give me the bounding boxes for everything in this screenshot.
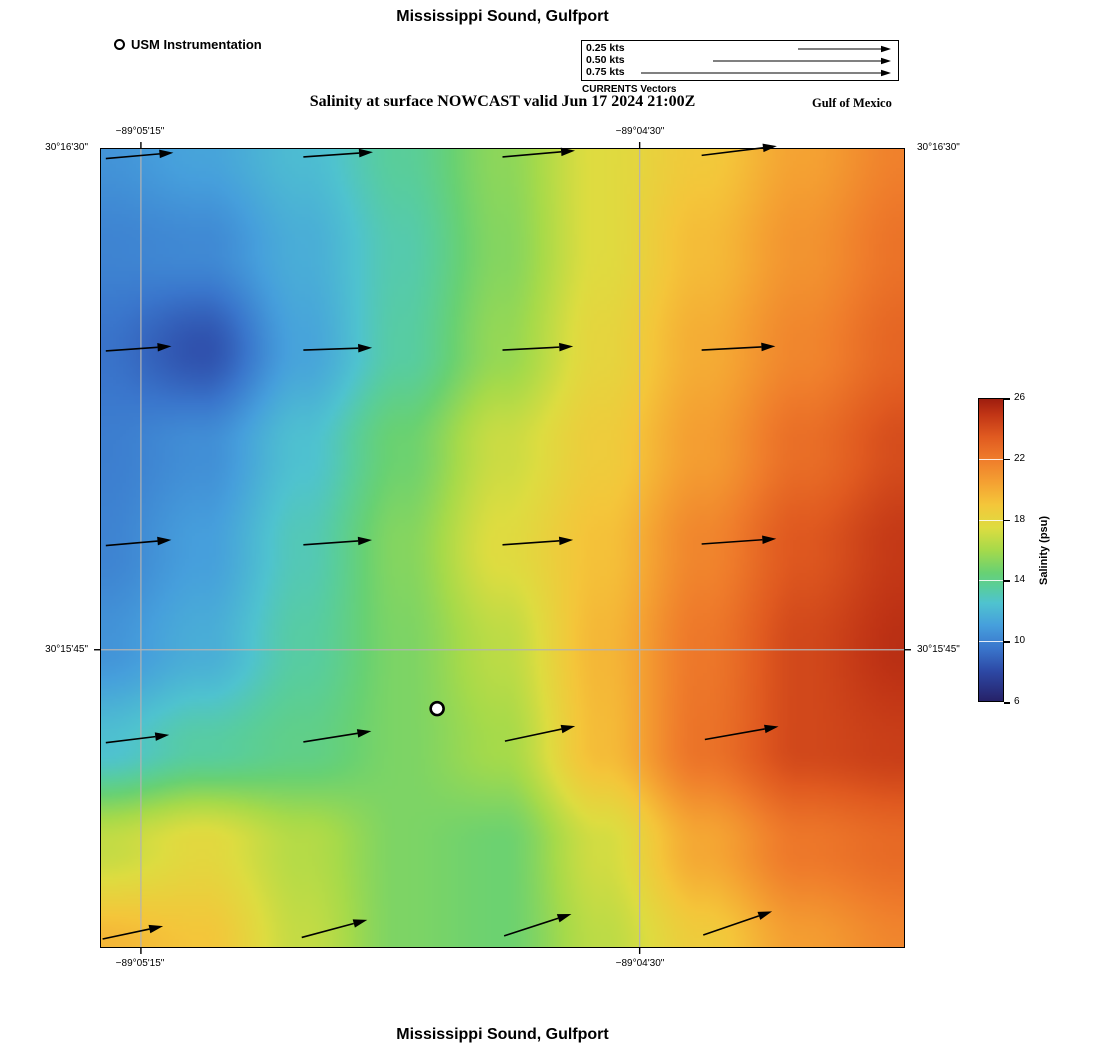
current-vector <box>701 346 762 351</box>
current-vector-head <box>762 143 777 153</box>
legend-speed-label-075: 0.75 kts <box>586 66 625 78</box>
current-vector-head <box>358 343 373 353</box>
current-vector-head <box>159 149 174 159</box>
colorbar-tick-label: 18 <box>1014 513 1026 525</box>
colorbar-tick-label: 22 <box>1014 452 1026 464</box>
instrumentation-legend: USM Instrumentation <box>114 37 262 52</box>
colorbar <box>978 398 1004 702</box>
currents-caption: CURRENTS Vectors <box>582 84 677 95</box>
colorbar-tick-line <box>979 641 1003 643</box>
instrumentation-marker-icon <box>114 39 125 50</box>
current-vector <box>303 540 359 546</box>
current-vector-head <box>762 535 777 545</box>
current-vector <box>303 152 360 158</box>
colorbar-tick <box>1004 519 1010 522</box>
current-vector <box>504 728 562 742</box>
x-axis-label-bottom: −89°04'30" <box>615 958 665 969</box>
map-overlay <box>94 142 911 954</box>
colorbar-tick <box>1004 702 1010 704</box>
colorbar-tick-label: 14 <box>1014 574 1026 586</box>
legend-arrow-head <box>881 45 891 53</box>
y-axis-label-right: 30°16'30" <box>917 142 960 153</box>
colorbar-tick-label: 6 <box>1014 696 1020 707</box>
current-vector <box>102 928 150 940</box>
current-vector-head <box>157 536 172 546</box>
x-axis-label-top: −89°04'30" <box>615 126 665 137</box>
current-vector-head <box>157 342 172 352</box>
instrumentation-label: USM Instrumentation <box>131 37 262 52</box>
current-vector-head <box>154 732 170 741</box>
colorbar-title: Salinity (psu) <box>1038 515 1050 585</box>
top-title: Mississippi Sound, Gulfport <box>396 8 609 25</box>
current-vector <box>105 735 156 744</box>
colorbar-tick <box>1004 641 1010 643</box>
current-vector-head <box>757 911 773 920</box>
colorbar-tick-label: 26 <box>1014 392 1026 403</box>
current-vector-head <box>761 342 776 352</box>
y-axis-label-left: 30°15'45" <box>45 644 88 655</box>
current-vector-head <box>560 724 576 734</box>
current-vector-head <box>356 729 372 738</box>
colorbar-tick <box>1004 458 1010 461</box>
region-label: Gulf of Mexico <box>812 96 892 110</box>
colorbar-tick-line <box>979 519 1003 521</box>
current-vector <box>702 915 760 936</box>
current-vector <box>502 540 560 546</box>
colorbar-tick <box>1004 580 1010 582</box>
current-vector <box>303 347 359 351</box>
current-vector <box>502 151 562 158</box>
current-vector-head <box>148 924 164 934</box>
salinity-heatmap <box>101 149 904 947</box>
legend-speed-label-050: 0.50 kts <box>586 54 625 66</box>
current-vector-head <box>764 724 779 734</box>
current-vector <box>303 732 358 743</box>
current-vector <box>105 346 158 352</box>
legend-arrow-head <box>881 57 891 65</box>
current-vector <box>502 346 560 351</box>
legend-scale-arrows <box>641 45 891 77</box>
current-vector <box>301 922 354 939</box>
legend-arrow-head <box>881 69 891 77</box>
current-vector <box>105 540 158 547</box>
subtitle: Salinity at surface NOWCAST valid Jun 17… <box>309 93 696 110</box>
y-axis-label-left: 30°16'30" <box>45 142 88 153</box>
map-area <box>94 142 911 954</box>
current-vector-head <box>559 342 574 352</box>
current-vector-head <box>358 148 374 158</box>
instrument-marker <box>429 700 445 717</box>
colorbar-tick <box>1004 398 1010 400</box>
current-vector-head <box>556 913 572 923</box>
x-axis-label-bottom: −89°05'15" <box>115 958 165 969</box>
x-axis-label-top: −89°05'15" <box>115 126 165 137</box>
y-axis-label-right: 30°15'45" <box>917 644 960 655</box>
current-vector-head <box>352 919 368 928</box>
colorbar-tick-line <box>979 458 1003 460</box>
colorbar-tick-line <box>979 580 1003 582</box>
current-vector <box>704 728 765 741</box>
current-vector <box>701 538 763 545</box>
current-vector <box>701 147 764 157</box>
current-vector-head <box>560 147 576 157</box>
legend-speed-label-025: 0.25 kts <box>586 42 625 54</box>
current-vector-head <box>357 536 373 546</box>
current-vector-head <box>558 536 574 546</box>
bottom-title: Mississippi Sound, Gulfport <box>396 1026 609 1043</box>
currents-legend-box: 0.25 kts 0.50 kts 0.75 kts <box>581 40 899 81</box>
current-vector <box>503 917 559 937</box>
current-vector <box>105 153 160 160</box>
colorbar-tick-label: 10 <box>1014 635 1026 647</box>
